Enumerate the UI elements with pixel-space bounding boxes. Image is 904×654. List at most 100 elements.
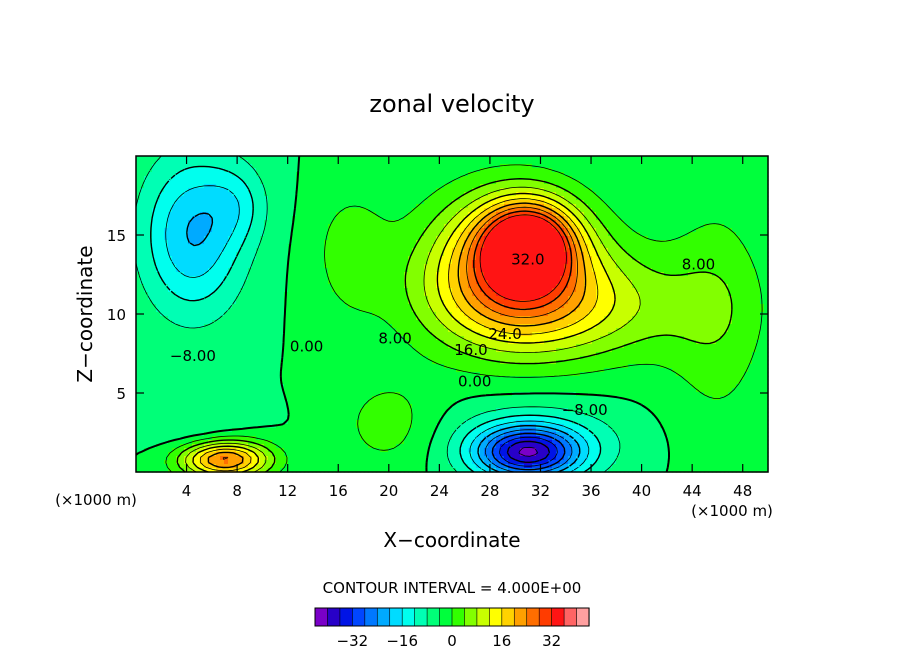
field-cell — [264, 252, 269, 257]
field-cell — [636, 200, 641, 205]
field-cell — [248, 156, 253, 161]
field-cell — [748, 268, 753, 273]
field-cell — [740, 168, 745, 173]
field-cell — [596, 264, 601, 269]
field-cell — [432, 260, 437, 265]
field-cell — [380, 172, 385, 177]
field-cell — [760, 172, 765, 177]
field-cell — [208, 212, 213, 217]
field-cell — [536, 228, 541, 233]
field-cell — [264, 276, 269, 281]
field-cell — [452, 160, 457, 165]
field-cell — [400, 196, 405, 201]
field-cell — [476, 164, 481, 169]
field-cell — [188, 156, 193, 161]
field-cell — [360, 160, 365, 165]
field-cell — [580, 248, 585, 253]
field-cell — [644, 224, 649, 229]
field-cell — [392, 204, 397, 209]
field-cell — [404, 260, 409, 265]
field-cell — [396, 180, 401, 185]
field-cell — [712, 180, 717, 185]
field-cell — [456, 216, 461, 221]
field-cell — [348, 264, 353, 269]
field-cell — [420, 272, 425, 277]
field-cell — [252, 264, 257, 269]
field-cell — [520, 244, 525, 249]
field-cell — [644, 184, 649, 189]
field-cell — [516, 252, 521, 257]
field-cell — [680, 248, 685, 253]
field-cell — [688, 244, 693, 249]
field-cell — [588, 260, 593, 265]
field-cell — [572, 180, 577, 185]
field-cell — [752, 192, 757, 197]
field-cell — [580, 272, 585, 277]
field-cell — [552, 184, 557, 189]
field-cell — [568, 156, 573, 161]
field-cell — [332, 196, 337, 201]
field-cell — [596, 180, 601, 185]
field-cell — [520, 216, 525, 221]
field-cell — [524, 276, 529, 281]
field-cell — [308, 200, 313, 205]
field-cell — [408, 184, 413, 189]
field-cell — [324, 156, 329, 161]
field-cell — [192, 232, 197, 237]
field-cell — [536, 252, 541, 257]
field-cell — [476, 156, 481, 161]
field-cell — [412, 244, 417, 249]
field-cell — [532, 236, 537, 241]
field-cell — [376, 196, 381, 201]
field-cell — [252, 268, 257, 273]
field-cell — [300, 256, 305, 261]
field-cell — [612, 204, 617, 209]
field-cell — [692, 240, 697, 245]
field-cell — [636, 256, 641, 261]
field-cell — [388, 268, 393, 273]
field-cell — [604, 252, 609, 257]
field-cell — [684, 276, 689, 281]
field-cell — [760, 156, 765, 161]
field-cell — [416, 208, 421, 213]
field-cell — [148, 256, 153, 261]
field-cell — [728, 196, 733, 201]
field-cell — [580, 196, 585, 201]
field-cell — [760, 248, 765, 253]
chart-title: zonal velocity — [369, 90, 534, 118]
field-cell — [596, 232, 601, 237]
field-cell — [640, 188, 645, 193]
field-cell — [344, 164, 349, 169]
field-cell — [700, 228, 705, 233]
field-cell — [148, 260, 153, 265]
field-cell — [640, 156, 645, 161]
field-cell — [668, 268, 673, 273]
field-cell — [396, 272, 401, 277]
field-cell — [532, 180, 537, 185]
field-cell — [524, 224, 529, 229]
field-cell — [164, 164, 169, 169]
field-cell — [752, 268, 757, 273]
field-cell — [352, 200, 357, 205]
field-cell — [280, 212, 285, 217]
field-cell — [376, 212, 381, 217]
field-cell — [668, 184, 673, 189]
field-cell — [736, 216, 741, 221]
field-cell — [616, 272, 621, 277]
field-cell — [336, 200, 341, 205]
field-cell — [640, 180, 645, 185]
field-cell — [256, 216, 261, 221]
field-cell — [164, 268, 169, 273]
field-cell — [136, 260, 141, 265]
field-cell — [472, 240, 477, 245]
field-cell — [336, 180, 341, 185]
field-cell — [420, 224, 425, 229]
field-cell — [448, 216, 453, 221]
field-cell — [544, 156, 549, 161]
field-cell — [664, 232, 669, 237]
field-cell — [632, 236, 637, 241]
field-cell — [736, 248, 741, 253]
field-cell — [588, 244, 593, 249]
field-cell — [572, 264, 577, 269]
field-cell — [340, 248, 345, 253]
